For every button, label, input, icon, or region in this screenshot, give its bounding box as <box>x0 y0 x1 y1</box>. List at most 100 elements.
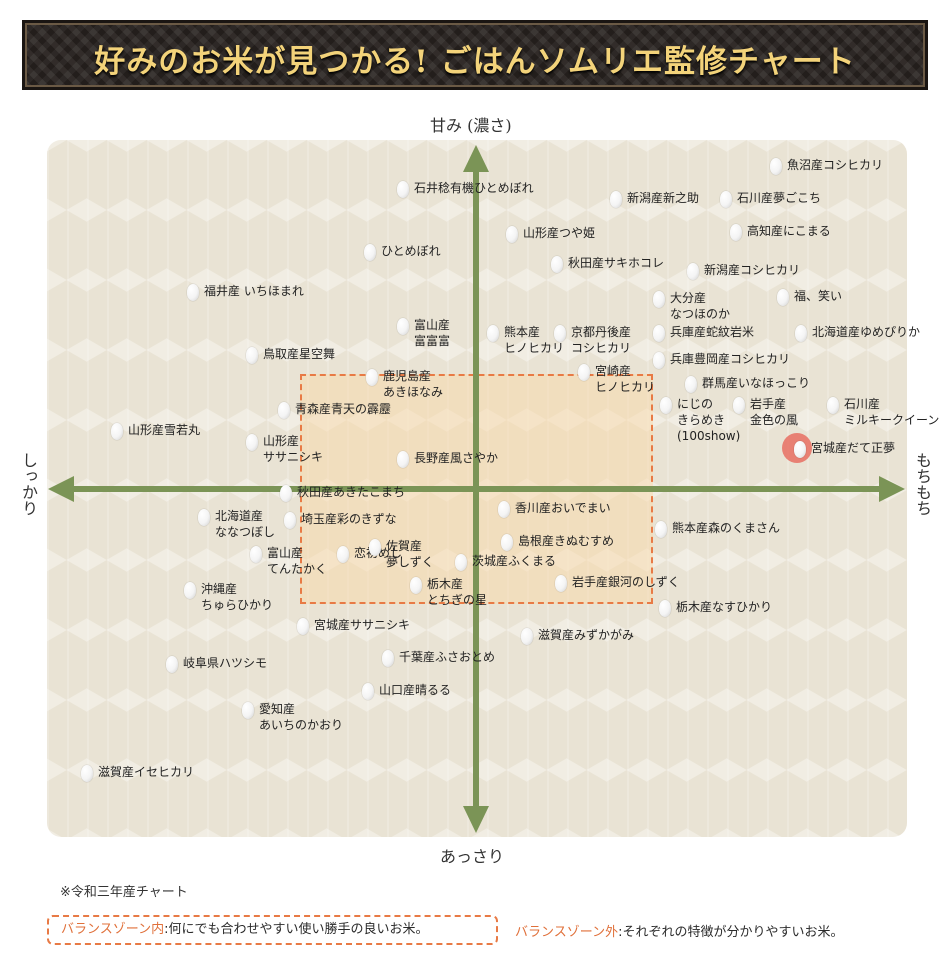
rice-grain-icon <box>184 582 196 599</box>
rice-grain-icon <box>166 656 178 673</box>
rice-grain-icon <box>827 397 839 414</box>
rice-grain-icon <box>278 402 290 419</box>
rice-variety-label: 石井稔有機ひとめぼれ <box>414 180 534 196</box>
axis-label-left: しっかり <box>19 452 38 516</box>
rice-grain-icon <box>369 539 381 556</box>
legend-inside-zone: バランスゾーン内:何にでも合わせやすい使い勝手の良いお米。 <box>47 915 498 945</box>
rice-grain-icon <box>362 683 374 700</box>
rice-variety-label: 岩手産 金色の風 <box>750 396 798 428</box>
rice-variety-text: 滋賀産イセヒカリ <box>98 765 195 779</box>
rice-variety-text: 熊本産森のくまさん <box>672 521 781 535</box>
rice-grain-icon <box>777 289 789 306</box>
rice-variety-text: 宮城産だて正夢 <box>811 441 896 455</box>
rice-variety-text: 高知産にこまる <box>747 224 831 238</box>
rice-variety-label: 新潟産コシヒカリ <box>704 262 800 278</box>
rice-variety-text: 鳥取産星空舞 <box>263 347 336 361</box>
rice-variety-label: 富山産 富富富 <box>414 317 450 349</box>
rice-variety-label: 岐阜県ハツシモ <box>183 655 267 671</box>
rice-variety-text: とちぎの星 <box>427 593 488 607</box>
rice-grain-icon <box>81 765 93 782</box>
rice-grain-icon <box>366 369 378 386</box>
rice-grain-icon <box>794 441 806 458</box>
rice-grain-icon <box>733 397 745 414</box>
rice-variety-label: 北海道産 ななつぼし <box>215 508 275 540</box>
rice-grain-icon <box>246 434 258 451</box>
rice-variety-label: 茨城産ふくまる <box>472 553 556 569</box>
rice-grain-icon <box>397 318 409 335</box>
rice-grain-icon <box>653 352 665 369</box>
axis-label-right: もちもち <box>913 452 932 516</box>
rice-variety-text: 山形産雪若丸 <box>128 423 201 437</box>
rice-variety-text: 群馬産いなほっこり <box>702 376 811 390</box>
rice-variety-label: 富山産 てんたかく <box>267 545 327 577</box>
rice-variety-text: 大分産 <box>670 291 707 305</box>
rice-variety-text: 青森産青天の霹靂 <box>295 402 392 416</box>
rice-variety-label: 大分産 なつほのか <box>670 290 730 322</box>
rice-variety-label: ひとめぼれ <box>381 243 441 259</box>
rice-variety-label: 熊本産 ヒノヒカリ <box>504 324 564 356</box>
rice-variety-text: ミルキークイーン <box>844 413 940 427</box>
rice-grain-icon <box>655 521 667 538</box>
rice-grain-icon <box>111 423 123 440</box>
arrow-up-icon <box>463 145 489 172</box>
rice-grain-icon <box>382 650 394 667</box>
rice-variety-label: 沖縄産 ちゅらひかり <box>201 581 273 613</box>
rice-variety-text: あきほなみ <box>383 385 444 399</box>
rice-variety-label: 栃木産なすひかり <box>676 599 772 615</box>
legend-inside-name: バランスゾーン内 <box>61 922 165 937</box>
rice-variety-text: 新潟産コシヒカリ <box>704 263 801 277</box>
rice-variety-label: 福、笑い <box>794 288 842 304</box>
rice-variety-text: 兵庫産蛇紋岩米 <box>670 325 755 339</box>
rice-variety-text: てんたかく <box>267 562 328 576</box>
rice-variety-label: 魚沼産コシヒカリ <box>787 157 883 173</box>
rice-variety-text: ヒノヒカリ <box>504 341 565 355</box>
rice-grain-icon <box>250 546 262 563</box>
rice-variety-text: 新潟産新之助 <box>627 191 700 205</box>
rice-variety-label: 山形産つや姫 <box>523 225 595 241</box>
rice-grain-icon <box>242 702 254 719</box>
rice-variety-text: 山形産つや姫 <box>523 226 596 240</box>
rice-variety-label: 兵庫産蛇紋岩米 <box>670 324 754 340</box>
rice-variety-text: 長野産風さやか <box>414 451 499 465</box>
rice-variety-label: 山形産雪若丸 <box>128 422 200 438</box>
rice-variety-label: 秋田産サキホコレ <box>568 255 664 271</box>
rice-grain-icon <box>337 546 349 563</box>
rice-variety-text: 栃木産なすひかり <box>676 600 773 614</box>
rice-variety-text: (100show) <box>677 429 741 443</box>
rice-variety-text: 山口産晴るる <box>379 683 452 697</box>
rice-grain-icon <box>660 397 672 414</box>
rice-variety-label: 埼玉産彩のきずな <box>301 511 397 527</box>
title-banner: 好みのお米が見つかる! ごはんソムリエ監修チャート <box>22 20 928 90</box>
rice-grain-icon <box>284 512 296 529</box>
rice-variety-text: にじの <box>677 397 714 411</box>
rice-variety-text: 石川産夢ごこち <box>737 191 822 205</box>
rice-grain-icon <box>364 244 376 261</box>
rice-variety-text: ちゅらひかり <box>201 598 274 612</box>
rice-variety-label: 石川産 ミルキークイーン <box>844 396 939 428</box>
rice-variety-label: 宮崎産 ヒノヒカリ <box>595 363 655 395</box>
rice-grain-icon <box>659 600 671 617</box>
rice-variety-text: 香川産おいでまい <box>515 501 611 515</box>
rice-variety-label: 京都丹後産 コシヒカリ <box>571 324 631 356</box>
rice-grain-icon <box>198 509 210 526</box>
rice-variety-label: 群馬産いなほっこり <box>702 375 810 391</box>
rice-variety-text: 埼玉産彩のきずな <box>301 512 397 526</box>
rice-grain-icon <box>730 224 742 241</box>
rice-grain-icon <box>487 325 499 342</box>
rice-grain-icon <box>554 325 566 342</box>
rice-variety-label: 兵庫豊岡産コシヒカリ <box>670 351 790 367</box>
rice-variety-text: 岩手産 <box>750 397 787 411</box>
rice-variety-text: 島根産きぬむすめ <box>518 534 615 548</box>
rice-variety-text: コシヒカリ <box>571 341 632 355</box>
rice-variety-label: 熊本産森のくまさん <box>672 520 780 536</box>
rice-variety-text: 北海道産ゆめぴりか <box>812 325 921 339</box>
rice-variety-text: 石井稔有機ひとめぼれ <box>414 181 534 195</box>
rice-grain-icon <box>521 628 533 645</box>
rice-variety-label: 青森産青天の霹靂 <box>295 401 391 417</box>
rice-variety-text: ササニシキ <box>263 450 324 464</box>
rice-variety-text: 茨城産ふくまる <box>472 554 557 568</box>
rice-variety-text: 富富富 <box>414 334 451 348</box>
rice-variety-text: 栃木産 <box>427 577 464 591</box>
rice-grain-icon <box>653 291 665 308</box>
